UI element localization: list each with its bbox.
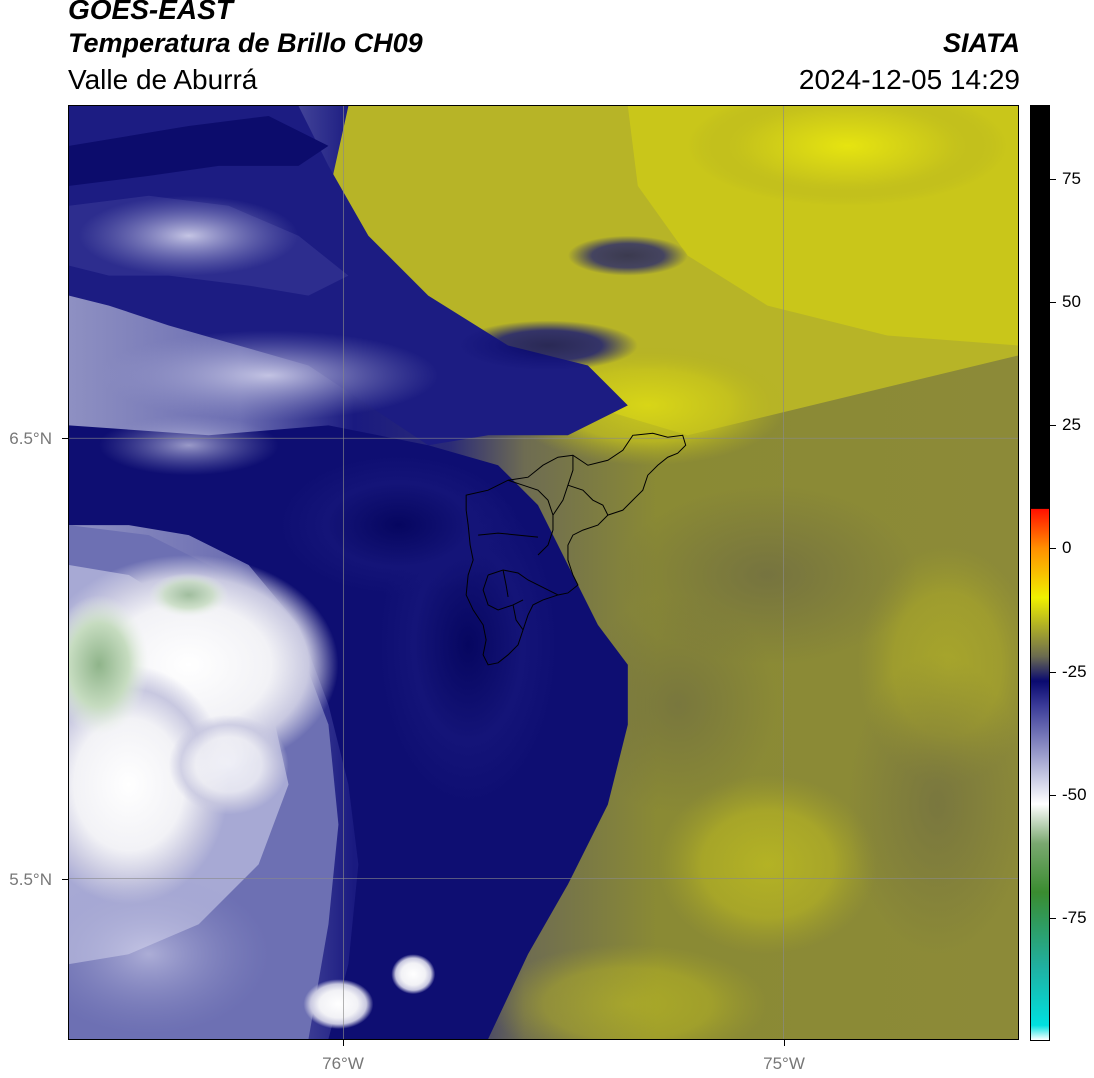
yellow-patch: [657, 774, 878, 955]
colorbar-tick-label: -25: [1062, 661, 1087, 681]
lat-label-6-5: 6.5°N: [9, 429, 52, 448]
lat-tick: [62, 879, 68, 880]
colorbar-tick: [1050, 794, 1056, 796]
white-cloud-top: [391, 954, 436, 995]
map-panel: [68, 105, 1019, 1040]
title-timestamp: 2024-12-05 14:29: [798, 64, 1020, 95]
title-region: Valle de Aburrá: [68, 64, 258, 95]
lavender-patch: [69, 874, 269, 1034]
olive-patch: [577, 594, 778, 815]
colorbar: [1030, 105, 1050, 1041]
title-subtitle: Temperatura de Brillo CH09: [68, 28, 423, 58]
colorbar-tick-label: 75: [1062, 168, 1081, 188]
municipality-boundaries: [465, 432, 687, 666]
olive-patch: [847, 654, 1018, 955]
lon-label-75w: 75°W: [763, 1054, 805, 1073]
colorbar-tick: [1050, 425, 1056, 427]
title-organization: SIATA: [943, 28, 1020, 58]
colorbar-tick-label: 25: [1062, 415, 1081, 435]
colorbar-tick: [1050, 671, 1056, 673]
lon-tick: [343, 1040, 344, 1046]
white-cloud-top: [303, 979, 374, 1030]
cold-band-north-strip: [69, 115, 329, 186]
colorbar-tick-label: -50: [1062, 784, 1087, 804]
navy-core: [278, 455, 519, 595]
colorbar-tick: [1050, 302, 1056, 304]
yellow-patch: [488, 944, 768, 1039]
title-main: GOES-EAST: [68, 0, 233, 25]
white-cloud-top: [168, 714, 289, 815]
colorbar-gradient: [1031, 106, 1049, 1040]
colorbar-tick-label: -75: [1062, 907, 1087, 927]
lat-label-5-5: 5.5°N: [9, 870, 52, 889]
lon-label-76w: 76°W: [322, 1054, 364, 1073]
lon-tick: [784, 1040, 785, 1046]
lavender-patch: [78, 195, 299, 276]
bright-yellow-core: [687, 106, 1007, 206]
navy-patch: [458, 320, 638, 371]
green-coldest-area: [148, 572, 229, 617]
lavender-patch: [98, 415, 279, 476]
lavender-patch: [98, 330, 439, 421]
brightness-temperature-field: [69, 106, 1018, 1039]
colorbar-tick: [1050, 548, 1056, 550]
colorbar-tick: [1050, 178, 1056, 180]
colorbar-tick-label: 50: [1062, 292, 1081, 312]
colorbar-tick-label: 0: [1062, 538, 1072, 558]
lat-tick: [62, 438, 68, 439]
colorbar-tick: [1050, 917, 1056, 919]
green-coldest-area: [69, 594, 149, 735]
navy-patch: [567, 235, 688, 276]
